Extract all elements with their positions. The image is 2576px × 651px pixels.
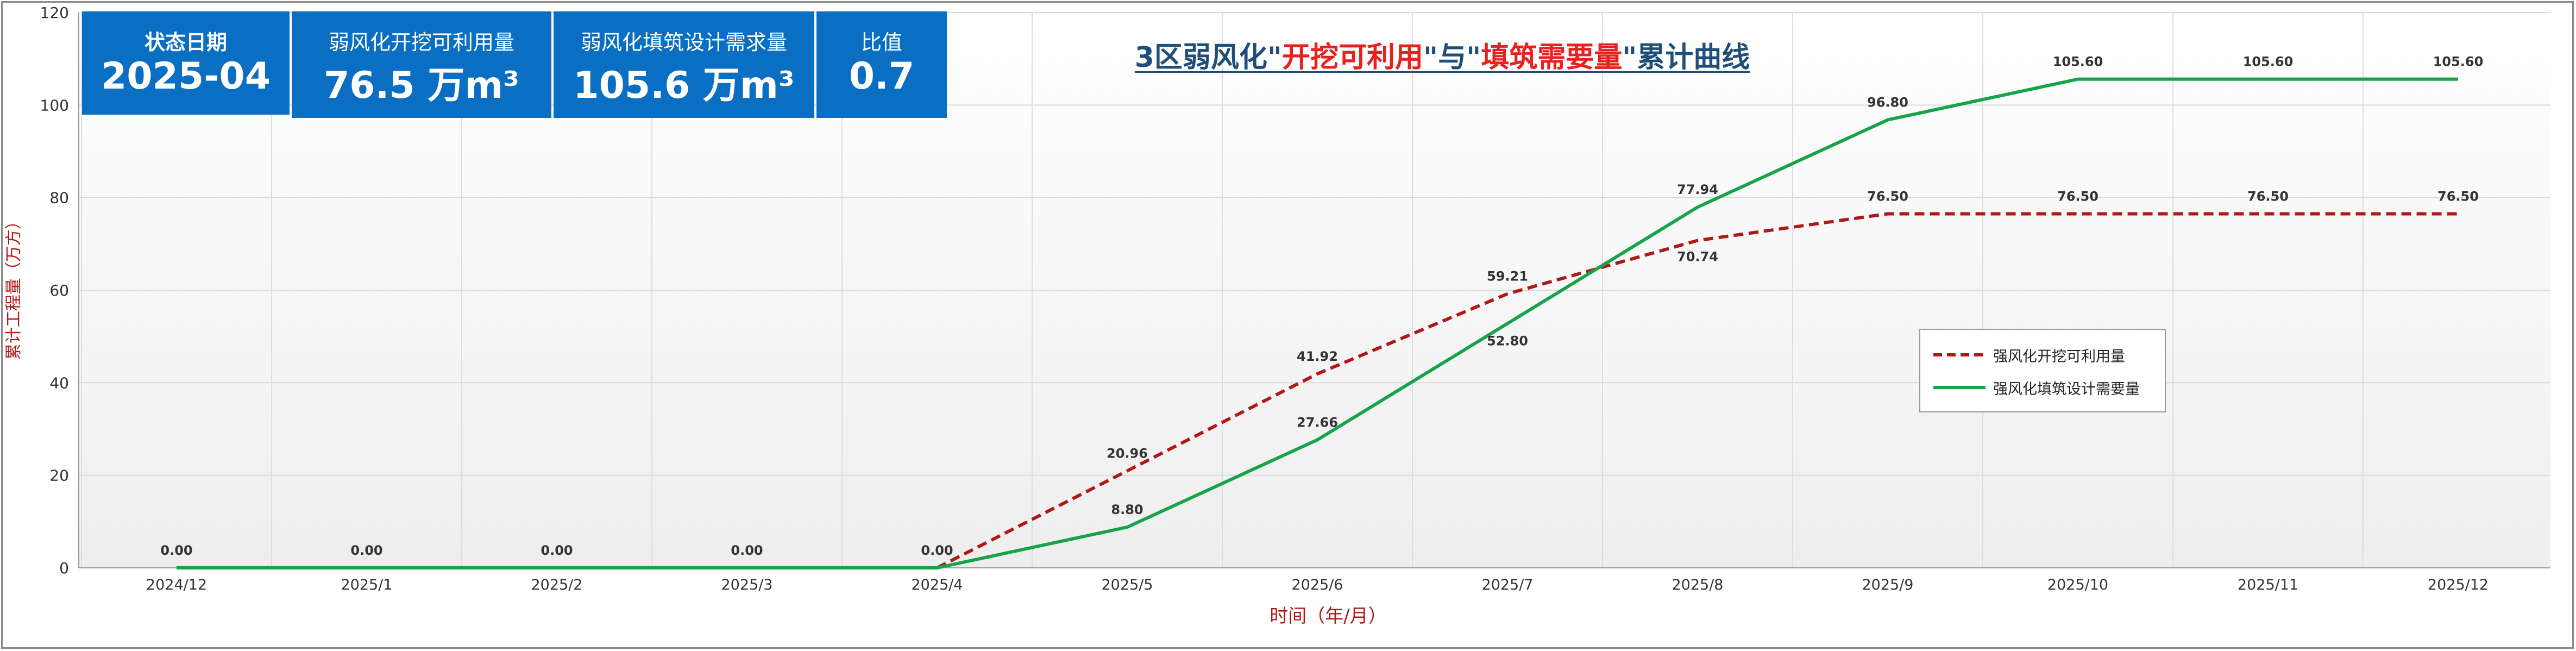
kpi-excavation-available: 弱风化开挖可利用量 76.5 万m³ <box>292 11 551 118</box>
data-label: 8.80 <box>1111 502 1143 517</box>
x-tick-label: 2025/7 <box>1482 577 1534 593</box>
kpi-label: 弱风化开挖可利用量 <box>328 30 514 54</box>
data-label: 76.50 <box>2057 189 2099 204</box>
data-label: 105.60 <box>2053 54 2103 70</box>
y-tick-label: 20 <box>49 467 69 485</box>
kpi-fill-demand: 弱风化填筑设计需求量 105.6 万m³ <box>554 11 814 118</box>
kpi-label: 弱风化填筑设计需求量 <box>580 30 787 54</box>
x-tick-label: 2025/6 <box>1292 577 1343 593</box>
x-tick-label: 2025/2 <box>531 577 583 593</box>
kpi-value: 0.7 <box>849 55 915 98</box>
data-label: 105.60 <box>2243 54 2294 70</box>
data-label: 52.80 <box>1487 333 1528 348</box>
y-tick-label: 40 <box>49 374 69 392</box>
data-label: 76.50 <box>2437 189 2479 204</box>
data-label: 0.00 <box>731 543 763 558</box>
x-tick-label: 2025/3 <box>721 577 773 593</box>
data-label: 70.74 <box>1677 249 1718 265</box>
data-label: 105.60 <box>2433 54 2484 70</box>
x-tick-label: 2025/5 <box>1102 577 1153 593</box>
data-label: 76.50 <box>1867 189 1908 204</box>
kpi-label: 比值 <box>860 30 902 54</box>
x-axis-label: 时间（年/月） <box>1270 605 1386 627</box>
series-line-fill <box>177 77 2458 569</box>
y-tick-label: 0 <box>59 559 69 577</box>
x-tick-label: 2025/1 <box>341 577 393 593</box>
y-tick-label: 120 <box>40 4 69 22</box>
x-tick-label: 2024/12 <box>146 577 207 593</box>
x-tick-label: 2025/10 <box>2047 577 2108 593</box>
chart-title: 3区弱风化"开挖可利用"与"填筑需要量"累计曲线 <box>1134 41 1750 74</box>
kpi-value: 2025-04 <box>100 55 271 98</box>
y-tick-label: 60 <box>49 281 69 299</box>
data-label: 96.80 <box>1867 95 1908 110</box>
kpi-value: 76.5 万m³ <box>323 64 520 107</box>
legend-label: 强风化填筑设计需要量 <box>1993 380 2140 398</box>
y-axis-label: 累计工程量（万方） <box>4 213 23 360</box>
data-label: 76.50 <box>2247 189 2289 204</box>
kpi-ratio: 比值 0.7 <box>816 11 947 118</box>
chart-legend: 强风化开挖可利用量 强风化填筑设计需要量 <box>1919 329 2166 412</box>
x-tick-label: 2025/4 <box>912 577 963 593</box>
data-label: 0.00 <box>921 543 953 558</box>
legend-item-fill: 强风化填筑设计需要量 <box>1933 377 2140 398</box>
data-label: 0.00 <box>160 543 192 558</box>
x-tick-label: 2025/8 <box>1672 577 1724 593</box>
data-label: 20.96 <box>1107 446 1148 461</box>
kpi-status-date: 状态日期 2025-04 <box>82 11 290 115</box>
series-line-excavation <box>936 212 2458 569</box>
data-label: 0.00 <box>350 543 382 558</box>
legend-item-excavation: 强风化开挖可利用量 <box>1933 344 2125 366</box>
kpi-label: 状态日期 <box>144 30 227 54</box>
y-tick-label: 100 <box>40 96 69 114</box>
x-tick-label: 2025/9 <box>1862 577 1914 593</box>
data-label: 0.00 <box>541 543 573 558</box>
data-label: 27.66 <box>1297 415 1338 430</box>
x-tick-label: 2025/11 <box>2238 577 2298 593</box>
x-tick-label: 2025/12 <box>2428 577 2489 593</box>
y-tick-label: 80 <box>49 189 69 207</box>
data-label: 59.21 <box>1487 269 1528 284</box>
data-label: 77.94 <box>1677 182 1718 197</box>
data-label: 41.92 <box>1297 349 1338 364</box>
legend-label: 强风化开挖可利用量 <box>1993 348 2125 365</box>
kpi-value: 105.6 万m³ <box>573 64 795 107</box>
